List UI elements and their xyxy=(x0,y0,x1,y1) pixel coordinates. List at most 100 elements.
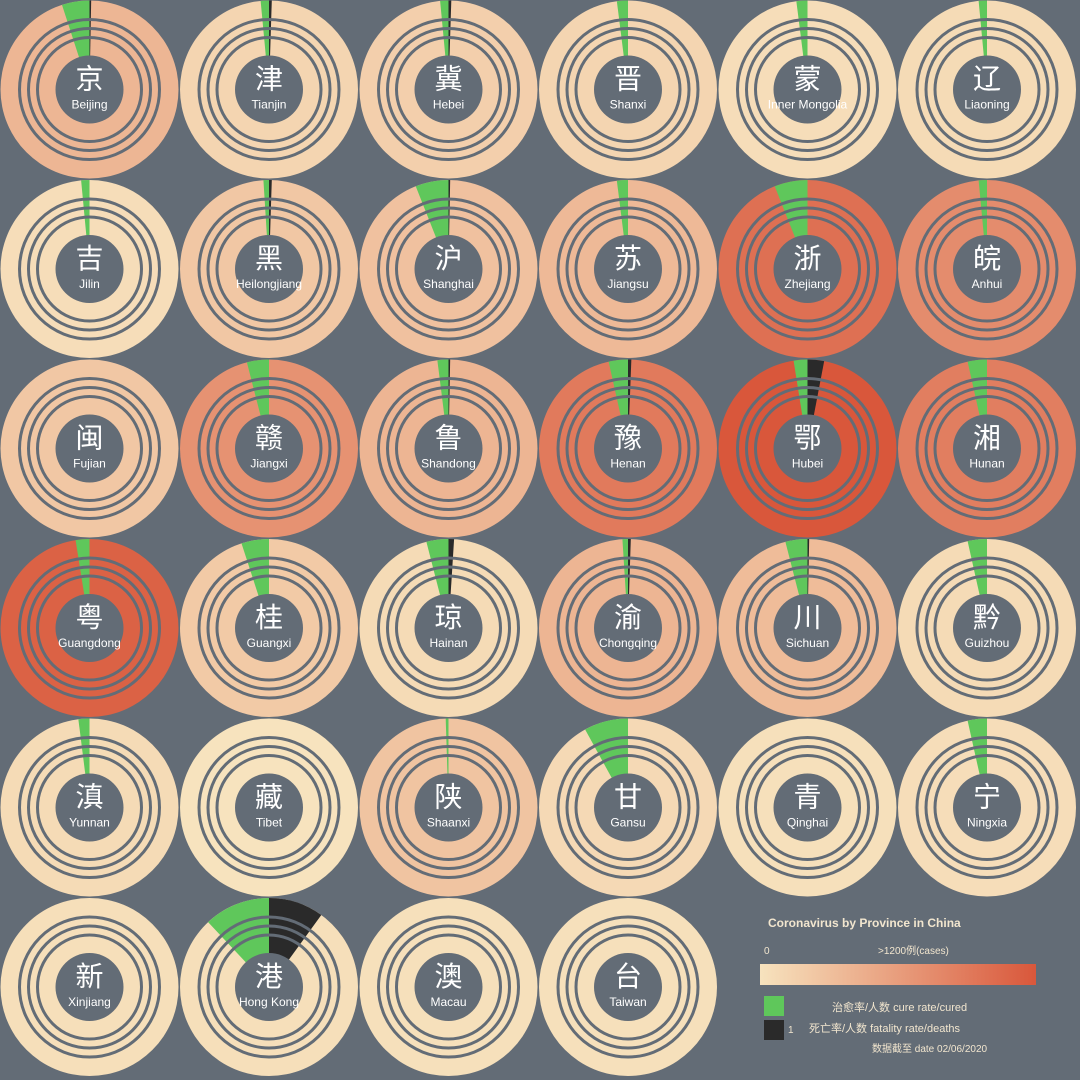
province-char-label: 宁 xyxy=(973,781,1001,814)
province-hub xyxy=(55,414,124,483)
guide-ring xyxy=(377,377,520,520)
guide-ring xyxy=(574,754,682,861)
guide-ring xyxy=(556,736,700,879)
cure-legend-swatch xyxy=(764,996,784,1016)
province-hub xyxy=(55,773,124,842)
province-hub xyxy=(773,594,842,662)
guide-ring xyxy=(36,574,143,682)
province-char-label: 辽 xyxy=(973,63,1001,96)
guide-ring xyxy=(915,556,1059,700)
guide-ring xyxy=(27,565,152,691)
province-hub xyxy=(414,235,483,303)
guide-ring xyxy=(745,745,870,870)
province-hunan: 湘 Hunan xyxy=(898,359,1076,538)
guide-ring xyxy=(377,736,520,879)
province-name-label: Inner Mongolia xyxy=(768,98,848,112)
province-hub xyxy=(414,594,483,662)
province-char-label: 晋 xyxy=(614,63,642,96)
province-char-label: 鄂 xyxy=(793,422,821,455)
province-hub xyxy=(414,773,483,842)
guide-ring xyxy=(754,215,861,323)
province-hub xyxy=(55,953,124,1021)
guide-ring xyxy=(736,197,879,341)
guide-ring xyxy=(915,18,1059,161)
guide-ring xyxy=(18,197,161,341)
province-char-label: 冀 xyxy=(434,63,462,96)
guide-ring xyxy=(197,377,341,520)
guide-ring xyxy=(206,565,332,691)
guide-ring xyxy=(386,386,511,511)
province-char-label: 京 xyxy=(75,63,103,96)
guide-ring xyxy=(386,27,511,152)
guide-ring xyxy=(206,924,332,1050)
scale-max-label: >1200例(cases) xyxy=(878,944,949,957)
guide-ring xyxy=(754,36,861,143)
guide-ring xyxy=(18,377,161,520)
guide-ring xyxy=(565,386,691,511)
province-ningxia: 宁 Ningxia xyxy=(898,718,1076,897)
province-hub xyxy=(235,594,303,662)
province-beijing: 京 Beijing xyxy=(0,0,179,179)
guide-ring xyxy=(386,206,511,332)
province-hub xyxy=(594,773,662,842)
guide-ring xyxy=(197,556,341,700)
province-zhejiang: 浙 Zhejiang xyxy=(718,180,897,358)
province-char-label: 豫 xyxy=(614,422,642,455)
province-char-label: 闽 xyxy=(75,422,103,455)
province-char-label: 鲁 xyxy=(434,422,462,455)
guide-ring xyxy=(565,27,691,152)
guide-ring xyxy=(565,206,691,332)
guide-ring xyxy=(36,754,143,861)
province-char-label: 津 xyxy=(255,63,283,96)
province-hainan: 琼 Hainan xyxy=(359,539,538,717)
guide-ring xyxy=(933,574,1041,682)
guide-ring xyxy=(215,395,323,502)
guide-ring xyxy=(197,18,341,161)
province-sichuan: 川 Sichuan xyxy=(718,539,897,717)
guide-ring xyxy=(745,27,870,152)
guide-ring xyxy=(206,745,332,870)
province-name-label: Guangdong xyxy=(58,636,121,650)
province-name-label: Taiwan xyxy=(609,995,646,1009)
guide-ring xyxy=(395,215,502,323)
province-name-label: Heilongjiang xyxy=(236,277,302,291)
province-char-label: 桂 xyxy=(255,601,283,634)
province-shanxi: 晋 Shanxi xyxy=(539,0,717,179)
province-guizhou: 黔 Guizhou xyxy=(898,539,1076,717)
province-name-label: Jiangxi xyxy=(250,457,287,471)
guide-ring xyxy=(386,924,511,1050)
province-macau: 澳 Macau xyxy=(359,898,538,1076)
province-name-label: Hunan xyxy=(969,457,1004,471)
province-hub xyxy=(773,414,842,483)
guide-ring xyxy=(556,915,700,1059)
guide-ring xyxy=(924,206,1050,332)
province-hebei: 冀 Hebei xyxy=(359,0,538,179)
province-name-label: Henan xyxy=(610,457,645,471)
guide-ring xyxy=(395,933,502,1041)
province-char-label: 港 xyxy=(255,960,283,993)
province-name-label: Hubei xyxy=(792,457,823,471)
guide-ring xyxy=(377,556,520,700)
guide-ring xyxy=(924,27,1050,152)
province-name-label: Sichuan xyxy=(786,636,829,650)
guide-ring xyxy=(197,736,341,879)
guide-ring xyxy=(215,754,323,861)
guide-ring xyxy=(736,556,879,700)
guide-ring xyxy=(377,915,520,1059)
province-hub xyxy=(953,594,1021,662)
guide-ring xyxy=(556,556,700,700)
guide-ring xyxy=(18,736,161,879)
guide-ring xyxy=(754,574,861,682)
province-char-label: 赣 xyxy=(255,422,283,455)
death-sample-value: 1 xyxy=(788,1025,794,1036)
province-yunnan: 滇 Yunnan xyxy=(0,718,179,897)
province-hong-kong: 港 Hong Kong xyxy=(180,898,358,1076)
province-char-label: 湘 xyxy=(973,422,1001,455)
province-hub xyxy=(235,953,303,1021)
province-hub xyxy=(594,55,662,124)
guide-ring xyxy=(197,915,341,1059)
province-tianjin: 津 Tianjin xyxy=(180,0,358,179)
guide-ring xyxy=(736,377,879,520)
province-jilin: 吉 Jilin xyxy=(0,179,179,358)
